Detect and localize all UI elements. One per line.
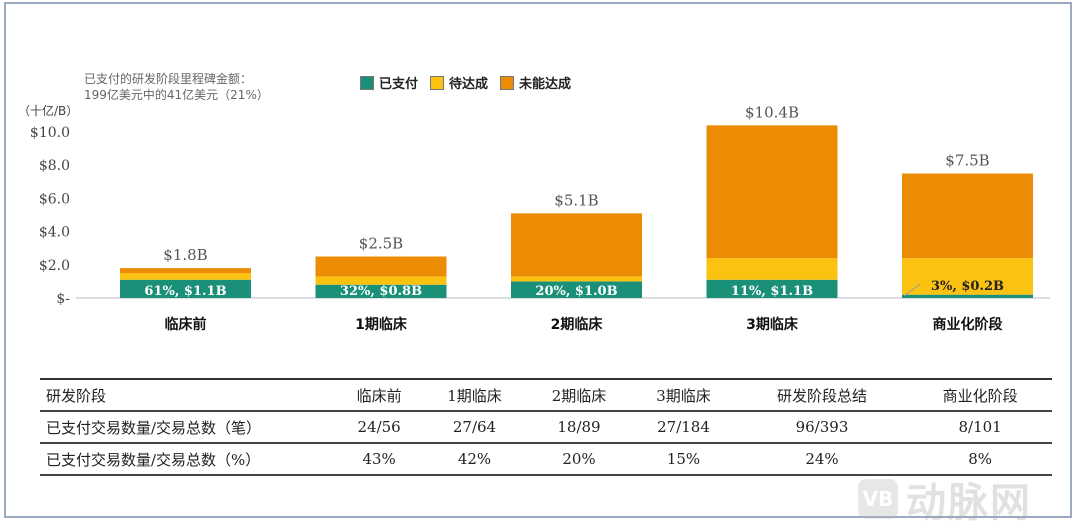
table-row: 已支付交易数量/交易总数（笔） 24/56 27/64 18/89 27/184… xyxy=(40,411,1052,443)
bar-segment-已支付 xyxy=(315,284,447,298)
table-cell: 43% xyxy=(362,450,396,468)
paid-label: 11%, $1.1B xyxy=(731,284,813,299)
bar-segment-待达成 xyxy=(706,258,838,280)
table-cell: 已支付交易数量/交易总数（笔） xyxy=(46,418,262,437)
paid-label: 3%, $0.2B xyxy=(931,279,1004,294)
x-tick-label: 3期临床 xyxy=(746,316,799,333)
table-cell: 18/89 xyxy=(557,418,601,436)
bar-segment-未能达成 xyxy=(315,256,447,277)
y-axis-label: （十亿/B） xyxy=(18,104,79,118)
legend-item-pending: 待达成 xyxy=(430,73,488,92)
bar-segment-待达成 xyxy=(511,276,642,282)
table-row: 已支付交易数量/交易总数（%） 43% 42% 20% 15% 24% 8% xyxy=(40,443,1052,475)
watermark-logo: VB xyxy=(858,479,898,519)
legend-label: 已支付 xyxy=(379,77,419,92)
bar-segment-未能达成 xyxy=(706,125,838,259)
table-cell: 42% xyxy=(457,450,492,468)
bar-segment-未能达成 xyxy=(120,268,251,274)
table-cell: 96/393 xyxy=(795,418,849,436)
subtitle-line-2: 199亿美元中的41亿美元（21%） xyxy=(84,88,269,102)
table-header-cell: 商业化阶段 xyxy=(942,386,1018,405)
bar-segment-未能达成 xyxy=(511,213,642,277)
watermark-text: 动脉网 xyxy=(906,480,1032,526)
stage-table: 研发阶段 临床前 1期临床 2期临床 3期临床 研发阶段总结 商业化阶段 已支付… xyxy=(40,378,1052,476)
table-cell: 已支付交易数量/交易总数（%） xyxy=(46,450,261,469)
paid-label: 20%, $1.0B xyxy=(535,284,617,299)
total-label: $10.4B xyxy=(745,103,799,121)
watermark: VB 动脉网 xyxy=(858,470,1032,528)
paid-label: 61%, $1.1B xyxy=(144,284,226,299)
x-tick-label: 2期临床 xyxy=(551,316,604,333)
table-cell: 27/184 xyxy=(657,418,710,436)
table-cell: 24% xyxy=(805,450,839,468)
chart-subtitle: 已支付的研发阶段里程碑金额： 199亿美元中的41亿美元（21%） xyxy=(84,71,269,103)
legend-swatch xyxy=(430,75,445,90)
y-tick-label: $8.0 xyxy=(39,158,70,174)
x-tick-label: 1期临床 xyxy=(355,316,408,333)
legend: 已支付 待达成 未能达成 xyxy=(360,73,571,92)
legend-item-unachieved: 未能达成 xyxy=(500,73,571,92)
table-cell: 24/56 xyxy=(357,418,401,436)
total-label: $7.5B xyxy=(945,152,989,170)
legend-label: 未能达成 xyxy=(519,77,572,92)
table-header-row: 研发阶段 临床前 1期临床 2期临床 3期临床 研发阶段总结 商业化阶段 xyxy=(40,379,1052,411)
subtitle-line-1: 已支付的研发阶段里程碑金额： xyxy=(84,72,253,86)
x-tick-label: 商业化阶段 xyxy=(933,316,1003,333)
table-header-cell: 1期临床 xyxy=(447,386,502,405)
bar-segment-已支付 xyxy=(706,279,838,298)
table-cell: 27/64 xyxy=(452,418,497,436)
legend-swatch xyxy=(360,75,374,90)
table-header-cell: 3期临床 xyxy=(656,386,711,405)
total-label: $2.5B xyxy=(359,235,403,253)
stacked-bar-chart: $- $2.0 $4.0 $6.0 $8.0 $10.0 $1.8B 61%, $1.1B 临床… xyxy=(30,103,1050,333)
table-header-cell: 2期临床 xyxy=(551,386,607,405)
total-label: $1.8B xyxy=(163,246,207,264)
bar-segment-未能达成 xyxy=(902,173,1033,259)
table-header-cell: 临床前 xyxy=(356,386,402,405)
y-tick-label: $4.0 xyxy=(39,225,70,241)
legend-swatch xyxy=(500,75,515,90)
legend-item-paid: 已支付 xyxy=(360,73,418,92)
table-cell: 8% xyxy=(968,450,992,468)
table-cell: 15% xyxy=(666,450,701,468)
bar-segment-待达成 xyxy=(902,258,1033,295)
paid-label: 32%, $0.8B xyxy=(340,284,422,299)
leader-line xyxy=(903,283,921,297)
bar-segment-已支付 xyxy=(902,294,1033,298)
table-header-cell: 研发阶段总结 xyxy=(776,386,867,405)
table-cell: 8/101 xyxy=(958,418,1002,436)
figure-frame xyxy=(4,2,1072,518)
y-tick-label: $10.0 xyxy=(30,125,70,141)
y-tick-label: $6.0 xyxy=(39,191,70,207)
bar-segment-已支付 xyxy=(120,279,251,298)
bar-segment-待达成 xyxy=(120,273,251,280)
y-tick-label: $2.0 xyxy=(39,258,70,274)
x-tick-label: 临床前 xyxy=(165,316,207,333)
total-label: $5.1B xyxy=(554,191,598,209)
y-tick-label: $- xyxy=(56,291,70,307)
table-header-cell: 研发阶段 xyxy=(46,386,107,405)
table-cell: 20% xyxy=(562,450,596,468)
bar-segment-已支付 xyxy=(511,281,642,298)
legend-label: 待达成 xyxy=(449,77,489,92)
bar-segment-待达成 xyxy=(315,276,447,285)
